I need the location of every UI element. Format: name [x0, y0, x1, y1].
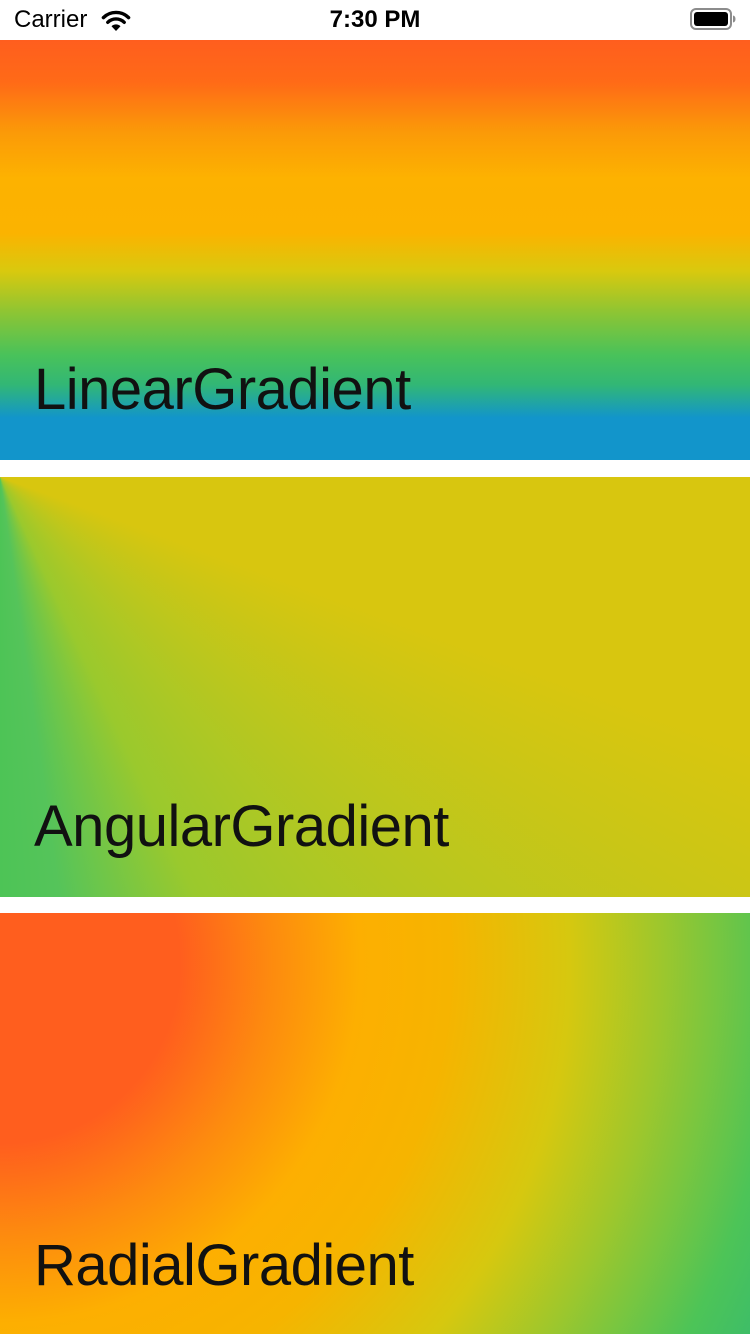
wifi-icon — [101, 10, 131, 31]
status-time: 7:30 PM — [329, 6, 421, 33]
status-bar: Carrier 7:30 PM — [0, 0, 750, 40]
carrier-label: Carrier — [14, 6, 88, 33]
linear-gradient-label: LinearGradient — [34, 357, 411, 422]
angular-gradient-label: AngularGradient — [34, 794, 449, 859]
radial-gradient-label: RadialGradient — [34, 1233, 414, 1298]
angular-gradient-card: AngularGradient — [0, 477, 750, 897]
battery-icon — [690, 8, 736, 30]
radial-gradient-card: RadialGradient — [0, 913, 750, 1334]
linear-gradient-card: LinearGradient — [0, 40, 750, 460]
